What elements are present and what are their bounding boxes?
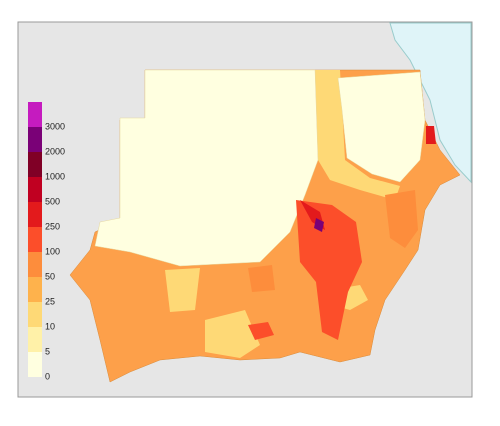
legend-swatch — [28, 152, 42, 177]
region — [248, 322, 274, 340]
legend: 0 5 10 25 50 100 250 500 1000 2000 3000 — [28, 102, 65, 381]
region — [426, 126, 436, 144]
legend-swatch — [28, 102, 42, 127]
sea — [389, 22, 472, 184]
legend-label: 10 — [45, 321, 55, 331]
region — [94, 69, 319, 267]
region — [315, 70, 400, 200]
legend-swatch — [28, 327, 42, 352]
legend-swatch — [28, 252, 42, 277]
legend-label: 50 — [45, 271, 55, 281]
legend-label: 5 — [45, 346, 50, 356]
region — [248, 265, 275, 292]
legend-swatch — [28, 202, 42, 227]
legend-label: 1000 — [45, 171, 65, 181]
region — [165, 268, 200, 312]
legend-label: 0 — [45, 371, 50, 381]
legend-label: 100 — [45, 246, 60, 256]
region — [337, 71, 426, 183]
region — [385, 190, 418, 248]
legend-swatch — [28, 352, 42, 377]
legend-swatch — [28, 227, 42, 252]
region — [205, 310, 260, 358]
legend-label: 250 — [45, 221, 60, 231]
legend-label: 2000 — [45, 146, 65, 156]
legend-label: 500 — [45, 196, 60, 206]
legend-label: 3000 — [45, 121, 65, 131]
region — [296, 200, 362, 340]
region — [314, 218, 324, 232]
legend-swatch — [28, 177, 42, 202]
legend-label: 25 — [45, 296, 55, 306]
legend-swatch — [28, 302, 42, 327]
legend-swatch — [28, 127, 42, 152]
legend-swatch — [28, 277, 42, 302]
